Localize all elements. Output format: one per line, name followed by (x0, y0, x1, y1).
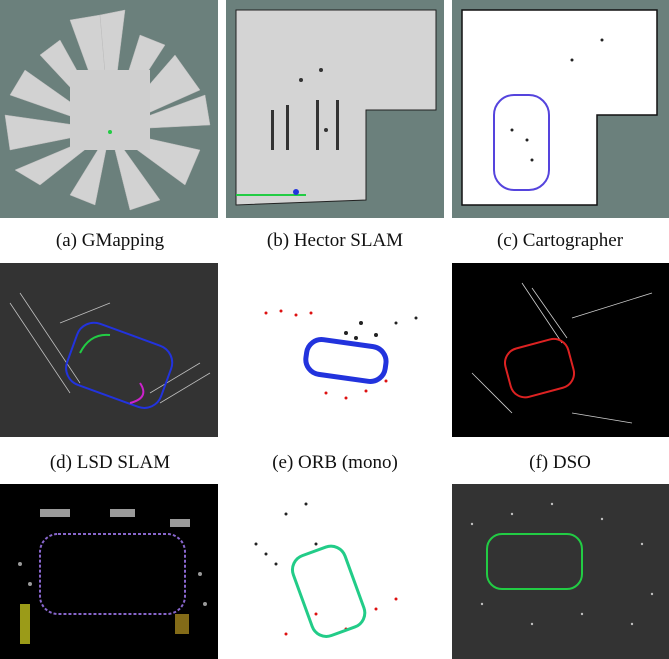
bottom-right-map-image (452, 484, 669, 659)
caption-dso: (f) DSO (529, 452, 591, 473)
bottom-middle-map-image (226, 484, 444, 659)
panel-bottom-right-map (452, 484, 669, 659)
caption-gmapping: (a) GMapping (55, 230, 165, 251)
panel-cartographer (452, 0, 669, 218)
lsd-slam-map-image (0, 263, 218, 437)
caption-lsd-slam: (d) LSD SLAM (49, 452, 171, 473)
caption-hector-slam: (b) Hector SLAM (266, 230, 404, 251)
cartographer-map-image (452, 0, 669, 218)
hector-slam-map-image (226, 0, 444, 218)
bottom-left-map-image (0, 484, 218, 659)
gmapping-map-image (0, 0, 218, 218)
caption-cartographer: (c) Cartographer (496, 230, 624, 251)
panel-lsd-slam (0, 263, 218, 437)
panel-orb-mono (226, 263, 444, 437)
panel-gmapping (0, 0, 218, 218)
panel-dso (452, 263, 669, 437)
caption-orb-mono: (e) ORB (mono) (272, 452, 398, 473)
panel-bottom-left-map (0, 484, 218, 659)
panel-bottom-middle-map (226, 484, 444, 659)
dso-map-image (452, 263, 669, 437)
orb-mono-map-image (226, 263, 444, 437)
panel-hector-slam (226, 0, 444, 218)
